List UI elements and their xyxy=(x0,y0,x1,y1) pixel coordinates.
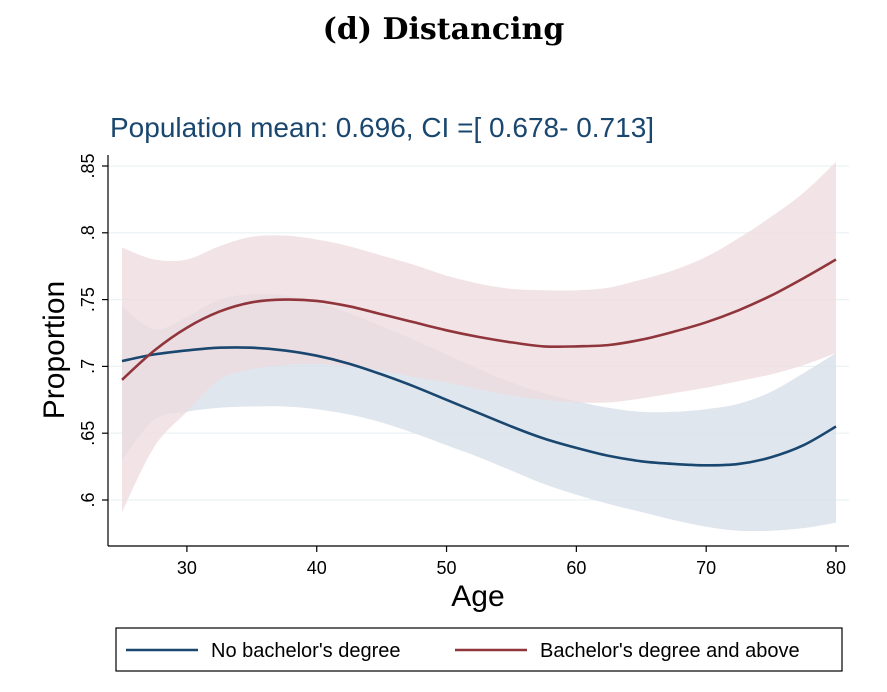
x-tick-label: 40 xyxy=(307,558,327,578)
x-tick-label: 80 xyxy=(826,558,846,578)
series-lines xyxy=(121,258,837,467)
y-tick-label: .6 xyxy=(78,492,98,507)
chart-subtitle: Population mean: 0.696, CI =[ 0.678- 0.7… xyxy=(110,112,654,143)
x-axis-title: Age xyxy=(451,580,504,613)
y-tick-label: .85 xyxy=(78,153,98,178)
legend: No bachelor's degree Bachelor's degree an… xyxy=(115,627,843,672)
figure-title: (d) Distancing xyxy=(322,12,565,47)
legend-label-series-1: No bachelor's degree xyxy=(211,640,401,662)
axes xyxy=(102,155,849,552)
x-tick-label: 30 xyxy=(177,558,197,578)
x-tick-label: 60 xyxy=(566,558,586,578)
line-series-2 xyxy=(121,258,837,381)
y-tick-label: .65 xyxy=(78,421,98,446)
x-tick-label: 50 xyxy=(437,558,457,578)
line-series-1 xyxy=(121,346,837,467)
legend-label-series-2: Bachelor's degree and above xyxy=(540,640,800,662)
y-tick-label: .75 xyxy=(78,287,98,312)
y-tick-label: .7 xyxy=(78,359,98,374)
y-tick-label: .8 xyxy=(78,225,98,240)
x-tick-label: 70 xyxy=(696,558,716,578)
y-axis-title: Proportion xyxy=(38,281,71,419)
tick-labels: 30 40 50 60 70 80 .6 .65 .7 .75 .8 .85 xyxy=(78,153,846,578)
